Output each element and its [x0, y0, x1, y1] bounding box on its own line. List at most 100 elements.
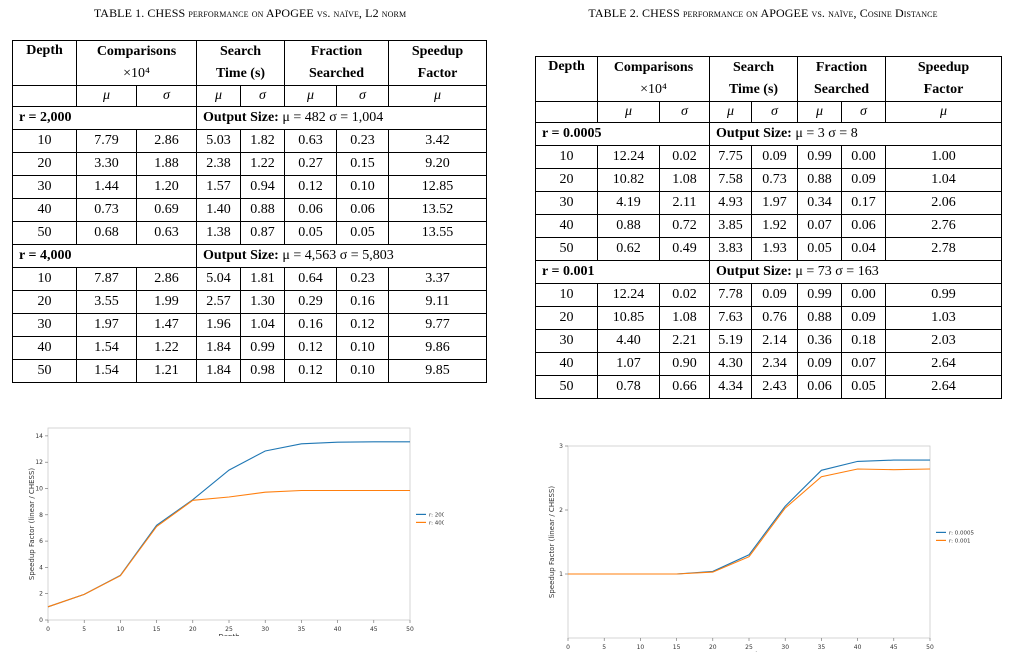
table-cell: 2.86	[136, 267, 197, 291]
table-cell: 1.03	[885, 306, 1002, 330]
table-cell: 12.85	[388, 175, 487, 199]
table-cell: 0.69	[136, 198, 197, 222]
series-line	[47, 489, 410, 608]
group-label: r = 4,000	[12, 244, 197, 268]
table-cell: 10.82	[597, 168, 660, 192]
group-label: r = 0.001	[535, 260, 710, 284]
table-cell: 10	[12, 267, 77, 291]
table-cell: 0.06	[336, 198, 389, 222]
y-tick-label: 3	[559, 443, 563, 450]
table-cell: 5.19	[709, 329, 752, 353]
table-cell: 13.55	[388, 221, 487, 245]
table-cell: 9.77	[388, 313, 487, 337]
table-cell: 0.76	[751, 306, 798, 330]
table-cell: 0.12	[284, 359, 337, 383]
output-size-label: Output Size:	[203, 248, 279, 263]
table2-caption: TABLE 2. CHESS performance on APOGEE vs.…	[588, 6, 938, 20]
table-cell: 0.23	[336, 129, 389, 153]
table-cell: 0.90	[659, 352, 710, 376]
table-cell: 0.23	[336, 267, 389, 291]
table-cell: 0.10	[336, 175, 389, 199]
table-cell: 2.11	[659, 191, 710, 215]
output-size-label: Output Size:	[716, 264, 792, 279]
subheader-blank	[12, 85, 77, 107]
subheader-cell: μ	[388, 85, 487, 107]
table-cell: 0.88	[797, 168, 842, 192]
subheader-cell: σ	[841, 101, 886, 123]
table-cell: 0.09	[751, 283, 798, 307]
header-row: Depth Comparisons Search Fraction Speedup	[535, 56, 1002, 102]
table-cell: 0.06	[797, 375, 842, 399]
table-row: 40 1.54 1.22 1.84 0.99 0.12 0.10 9.86	[12, 336, 487, 360]
table-cell: 0.04	[841, 237, 886, 261]
table-cell: 4.30	[709, 352, 752, 376]
x-tick-label: 35	[298, 626, 306, 633]
table-cell: 2.14	[751, 329, 798, 353]
x-tick-label: 30	[781, 644, 789, 651]
subheader-cell: μ	[885, 101, 1002, 123]
group-row: r = 0.001 Output Size: μ = 73 σ = 163	[535, 260, 1002, 284]
table-cell: 0.62	[597, 237, 660, 261]
header-fraction-2: Searched	[284, 63, 389, 86]
table-cell: 0.05	[797, 237, 842, 261]
y-tick-label: 10	[35, 485, 43, 492]
subheader-cell: μ	[597, 101, 660, 123]
table-cell: 10	[535, 283, 598, 307]
table-cell: 2.64	[885, 352, 1002, 376]
table-cell: 50	[12, 221, 77, 245]
table-cell: 0.72	[659, 214, 710, 238]
output-size-label: Output Size:	[203, 110, 279, 125]
table-cell: 7.75	[709, 145, 752, 169]
table-cell: 20	[535, 306, 598, 330]
table-row: 40 0.88 0.72 3.85 1.92 0.07 0.06 2.76	[535, 214, 1002, 238]
table-cell: 30	[12, 313, 77, 337]
table-cell: 0.09	[751, 145, 798, 169]
y-tick-label: 8	[39, 512, 43, 519]
table-cell: 20	[12, 290, 77, 314]
header-speedup-2: Factor	[388, 63, 487, 86]
chart-cosine-svg: 0 5 10 15 20 25 30 35 40 45 50 1 2 3 Depth Speedup Fact…	[548, 443, 975, 657]
table-row: 30 4.19 2.11 4.93 1.97 0.34 0.17 2.06	[535, 191, 1002, 215]
table-cell: 7.78	[709, 283, 752, 307]
table-cell: 5.04	[196, 267, 241, 291]
subheader-cell: σ	[659, 101, 710, 123]
group-label: r = 2,000	[12, 106, 197, 130]
subheader-cell: σ	[751, 101, 798, 123]
plot-frame	[567, 445, 931, 639]
table-cell: 1.21	[136, 359, 197, 383]
table-cell: 0.66	[659, 375, 710, 399]
table-cell: 2.78	[885, 237, 1002, 261]
table-cell: 2.76	[885, 214, 1002, 238]
header-fraction: Fraction	[797, 56, 886, 79]
table-cell: 2.64	[885, 375, 1002, 399]
table-cell: 0.16	[284, 313, 337, 337]
x-tick-label: 0	[46, 626, 50, 633]
table-cell: 0.00	[841, 283, 886, 307]
table-cell: 9.11	[388, 290, 487, 314]
header-search-time: Search	[196, 40, 285, 63]
table-cell: 1.08	[659, 306, 710, 330]
table-cell: 10.85	[597, 306, 660, 330]
table-cell: 1.88	[136, 152, 197, 176]
table-cell: 1.08	[659, 168, 710, 192]
table-cell: 0.63	[284, 129, 337, 153]
group-output-size: Output Size: μ = 73 σ = 163	[709, 260, 1002, 284]
table-cell: 0.07	[797, 214, 842, 238]
table-row: 30 4.40 2.21 5.19 2.14 0.36 0.18 2.03	[535, 329, 1002, 353]
table-cell: 30	[12, 175, 77, 199]
table-cell: 1.00	[885, 145, 1002, 169]
table-cell: 4.19	[597, 191, 660, 215]
x-tick-label: 15	[673, 644, 681, 651]
table-cell: 12.24	[597, 145, 660, 169]
table-cell: 0.68	[76, 221, 137, 245]
table-cell: 0.06	[284, 198, 337, 222]
table-cell: 4.34	[709, 375, 752, 399]
header-search-time: Search	[709, 56, 798, 79]
legend-entry: r: 2000.0	[429, 512, 444, 518]
table-cell: 0.02	[659, 283, 710, 307]
series-line	[568, 468, 931, 575]
subheader-cell: σ	[336, 85, 389, 107]
table-cell: 1.82	[240, 129, 285, 153]
group-output-size: Output Size: μ = 482 σ = 1,004	[196, 106, 487, 130]
table-cell: 0.00	[841, 145, 886, 169]
